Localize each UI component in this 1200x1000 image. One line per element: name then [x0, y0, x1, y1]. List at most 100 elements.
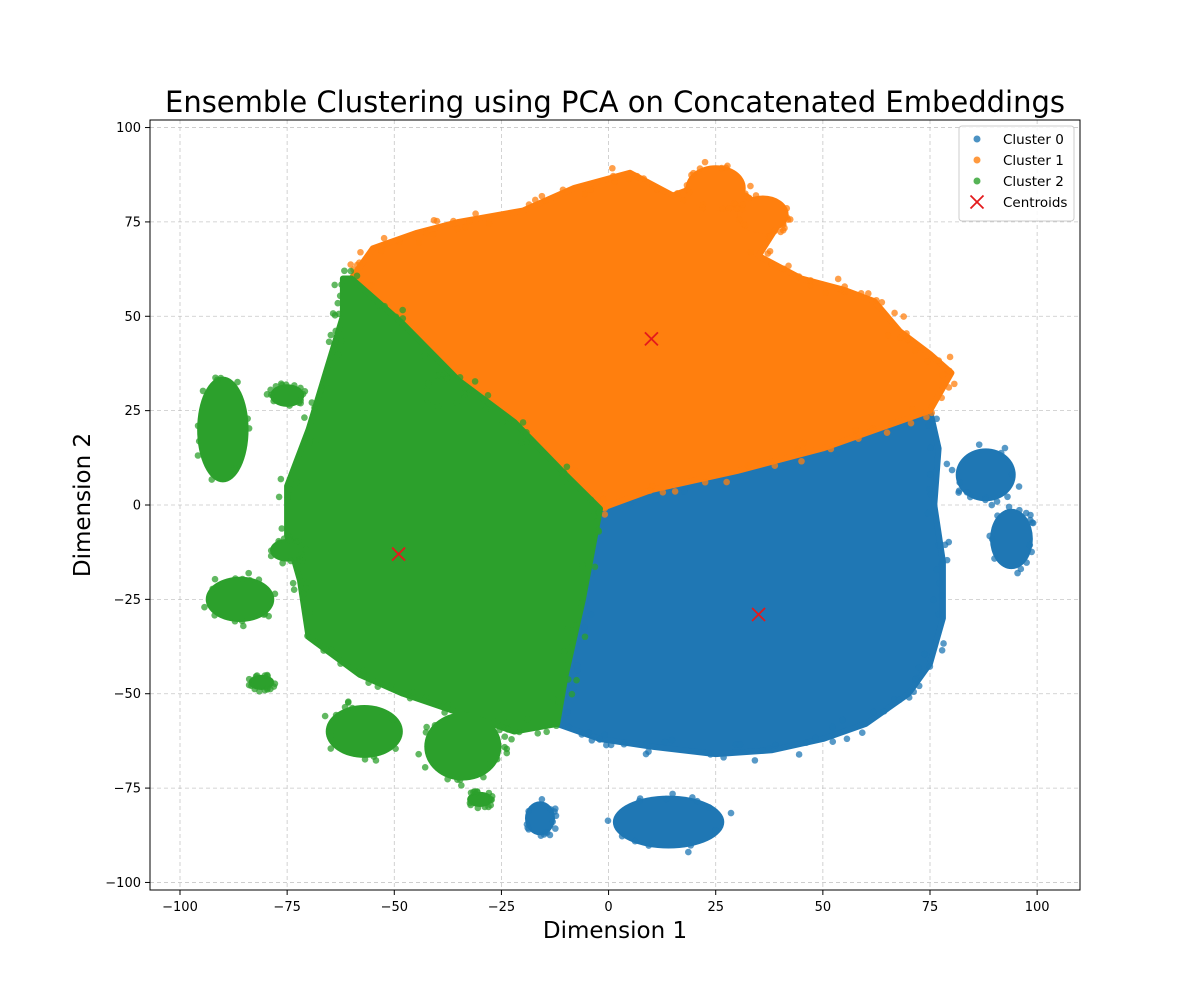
data-point	[409, 688, 417, 696]
data-point	[295, 455, 303, 463]
data-point	[620, 740, 628, 748]
data-point	[601, 731, 609, 739]
data-point	[297, 551, 305, 558]
data-point	[311, 404, 318, 412]
data-point	[730, 200, 738, 207]
data-point	[474, 804, 482, 812]
data-point	[503, 749, 511, 757]
cluster-blob	[525, 801, 555, 836]
data-point	[745, 194, 753, 202]
data-point	[559, 186, 567, 194]
data-point	[570, 620, 578, 628]
data-point	[1015, 483, 1023, 490]
data-point	[304, 632, 311, 640]
data-point	[785, 262, 792, 270]
data-point	[245, 675, 253, 683]
data-point	[524, 824, 531, 832]
data-point	[232, 575, 239, 582]
data-point	[494, 716, 502, 724]
data-point	[272, 382, 280, 390]
centroid-marker	[751, 607, 766, 622]
data-point	[643, 740, 650, 747]
data-point	[361, 756, 369, 763]
data-point	[277, 475, 285, 483]
data-point	[284, 494, 291, 501]
data-point	[991, 555, 998, 562]
data-point	[829, 723, 836, 731]
data-point	[653, 186, 661, 193]
data-point	[912, 676, 919, 683]
data-point	[975, 441, 983, 448]
x-tick-label: 0	[604, 900, 612, 915]
data-point	[632, 492, 639, 499]
data-point	[550, 695, 558, 703]
data-point	[1004, 493, 1011, 501]
data-point	[208, 476, 216, 483]
data-point	[534, 730, 542, 737]
data-point	[718, 164, 726, 172]
data-point	[327, 732, 335, 740]
data-point	[245, 681, 253, 689]
data-point	[625, 175, 633, 183]
data-point	[337, 337, 345, 345]
data-point	[1023, 559, 1030, 566]
data-point	[255, 576, 263, 584]
data-point	[712, 827, 719, 834]
data-point	[927, 444, 934, 452]
data-point	[910, 688, 917, 696]
data-point	[926, 663, 934, 670]
data-point	[601, 504, 609, 512]
data-point	[425, 380, 432, 387]
data-point	[727, 809, 735, 817]
data-point	[194, 422, 202, 430]
data-point	[1027, 511, 1034, 519]
data-point	[341, 267, 348, 275]
data-point	[466, 799, 474, 807]
legend-label: Cluster 0	[1003, 132, 1064, 148]
data-point	[938, 394, 946, 402]
data-point	[585, 729, 593, 737]
cluster-blob	[424, 712, 502, 781]
data-point	[768, 260, 775, 268]
data-point	[213, 376, 221, 384]
data-point	[909, 405, 917, 413]
data-point	[611, 178, 619, 186]
data-point	[662, 795, 670, 803]
data-point	[581, 190, 589, 198]
data-point	[570, 684, 577, 691]
data-point	[603, 741, 610, 749]
data-point	[807, 281, 815, 289]
data-point	[595, 528, 603, 535]
data-point	[631, 837, 639, 845]
data-point	[263, 671, 271, 679]
data-point	[923, 413, 930, 421]
data-point	[940, 640, 947, 647]
data-point	[246, 576, 254, 584]
data-point	[231, 465, 238, 472]
data-point	[696, 165, 704, 172]
data-point	[951, 380, 958, 388]
data-point	[380, 234, 388, 242]
data-point	[690, 169, 697, 177]
data-point	[1001, 444, 1009, 452]
data-point	[659, 489, 667, 496]
data-point	[744, 462, 752, 470]
data-point	[349, 704, 356, 712]
data-point	[855, 435, 862, 442]
data-point	[581, 633, 589, 641]
cluster-blob	[612, 795, 725, 849]
data-point	[938, 371, 946, 379]
legend-entry: Cluster 1	[973, 153, 1064, 169]
data-point	[781, 463, 789, 470]
data-point	[935, 611, 942, 618]
x-tick-label: 75	[922, 900, 939, 915]
data-point	[1028, 548, 1035, 556]
data-point	[444, 701, 452, 709]
legend-box	[958, 125, 1075, 222]
data-point	[740, 220, 748, 228]
data-point	[241, 422, 249, 430]
data-point	[458, 782, 465, 789]
data-point	[812, 734, 819, 742]
data-point	[587, 496, 595, 504]
data-point	[649, 182, 656, 189]
